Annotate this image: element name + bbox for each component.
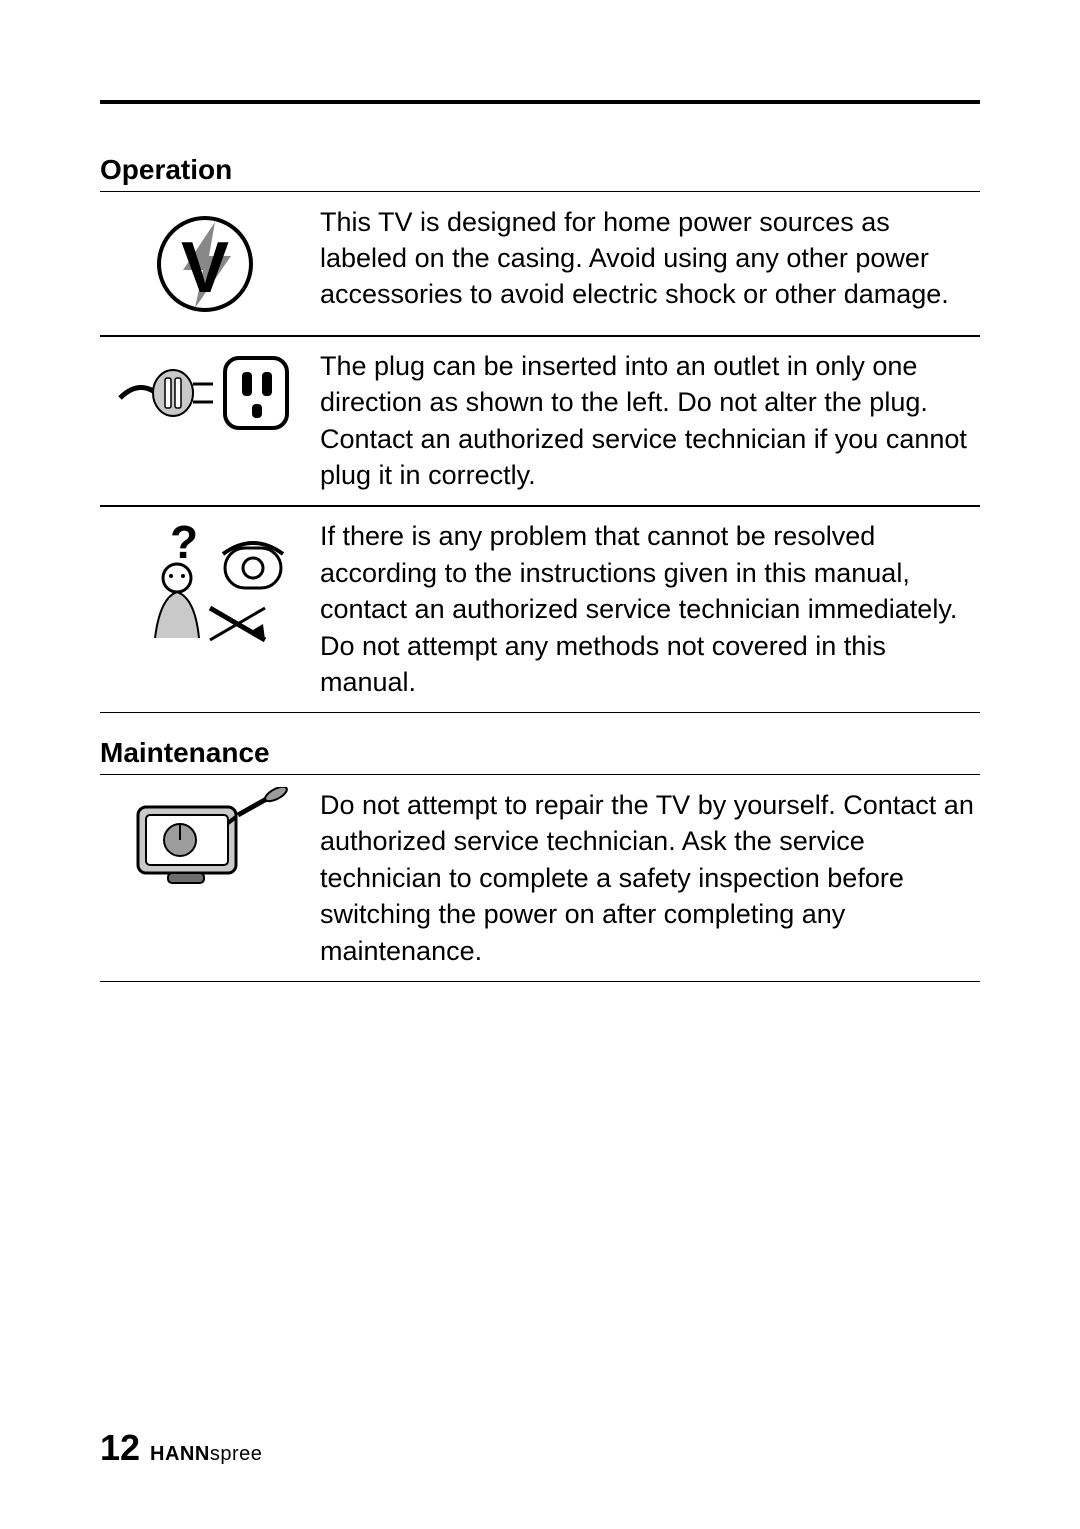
tv-screwdriver-icon xyxy=(100,787,310,897)
maintenance-row-repair: Do not attempt to repair the TV by yours… xyxy=(100,774,980,982)
section-title-operation: Operation xyxy=(100,154,980,186)
operation-row-power: V This TV is designed for home power sou… xyxy=(100,191,980,337)
page-number: 12 xyxy=(100,1427,140,1469)
maintenance-text-repair: Do not attempt to repair the TV by yours… xyxy=(310,787,980,969)
page-footer: 12 HANNspree xyxy=(100,1427,262,1469)
section-title-maintenance: Maintenance xyxy=(100,737,980,769)
voltage-icon: V xyxy=(100,204,310,324)
operation-text-plug: The plug can be inserted into an outlet … xyxy=(310,348,980,494)
manual-page: Operation V This TV is designed for home… xyxy=(0,0,1080,1529)
plug-outlet-icon xyxy=(100,348,310,438)
brand-light: spree xyxy=(210,1443,263,1465)
brand-bold: HANN xyxy=(150,1443,210,1465)
brand-logo: HANNspree xyxy=(150,1443,262,1466)
top-rule xyxy=(100,100,980,104)
operation-text-power: This TV is designed for home power sourc… xyxy=(310,204,980,313)
operation-text-service: If there is any problem that cannot be r… xyxy=(310,518,980,700)
questions-phone-icon: ? xyxy=(100,518,310,648)
operation-row-plug: The plug can be inserted into an outlet … xyxy=(100,335,980,507)
svg-text:V: V xyxy=(181,228,229,308)
svg-text:?: ? xyxy=(170,518,198,568)
operation-row-service: ? If there is any problem that cannot be… xyxy=(100,505,980,713)
